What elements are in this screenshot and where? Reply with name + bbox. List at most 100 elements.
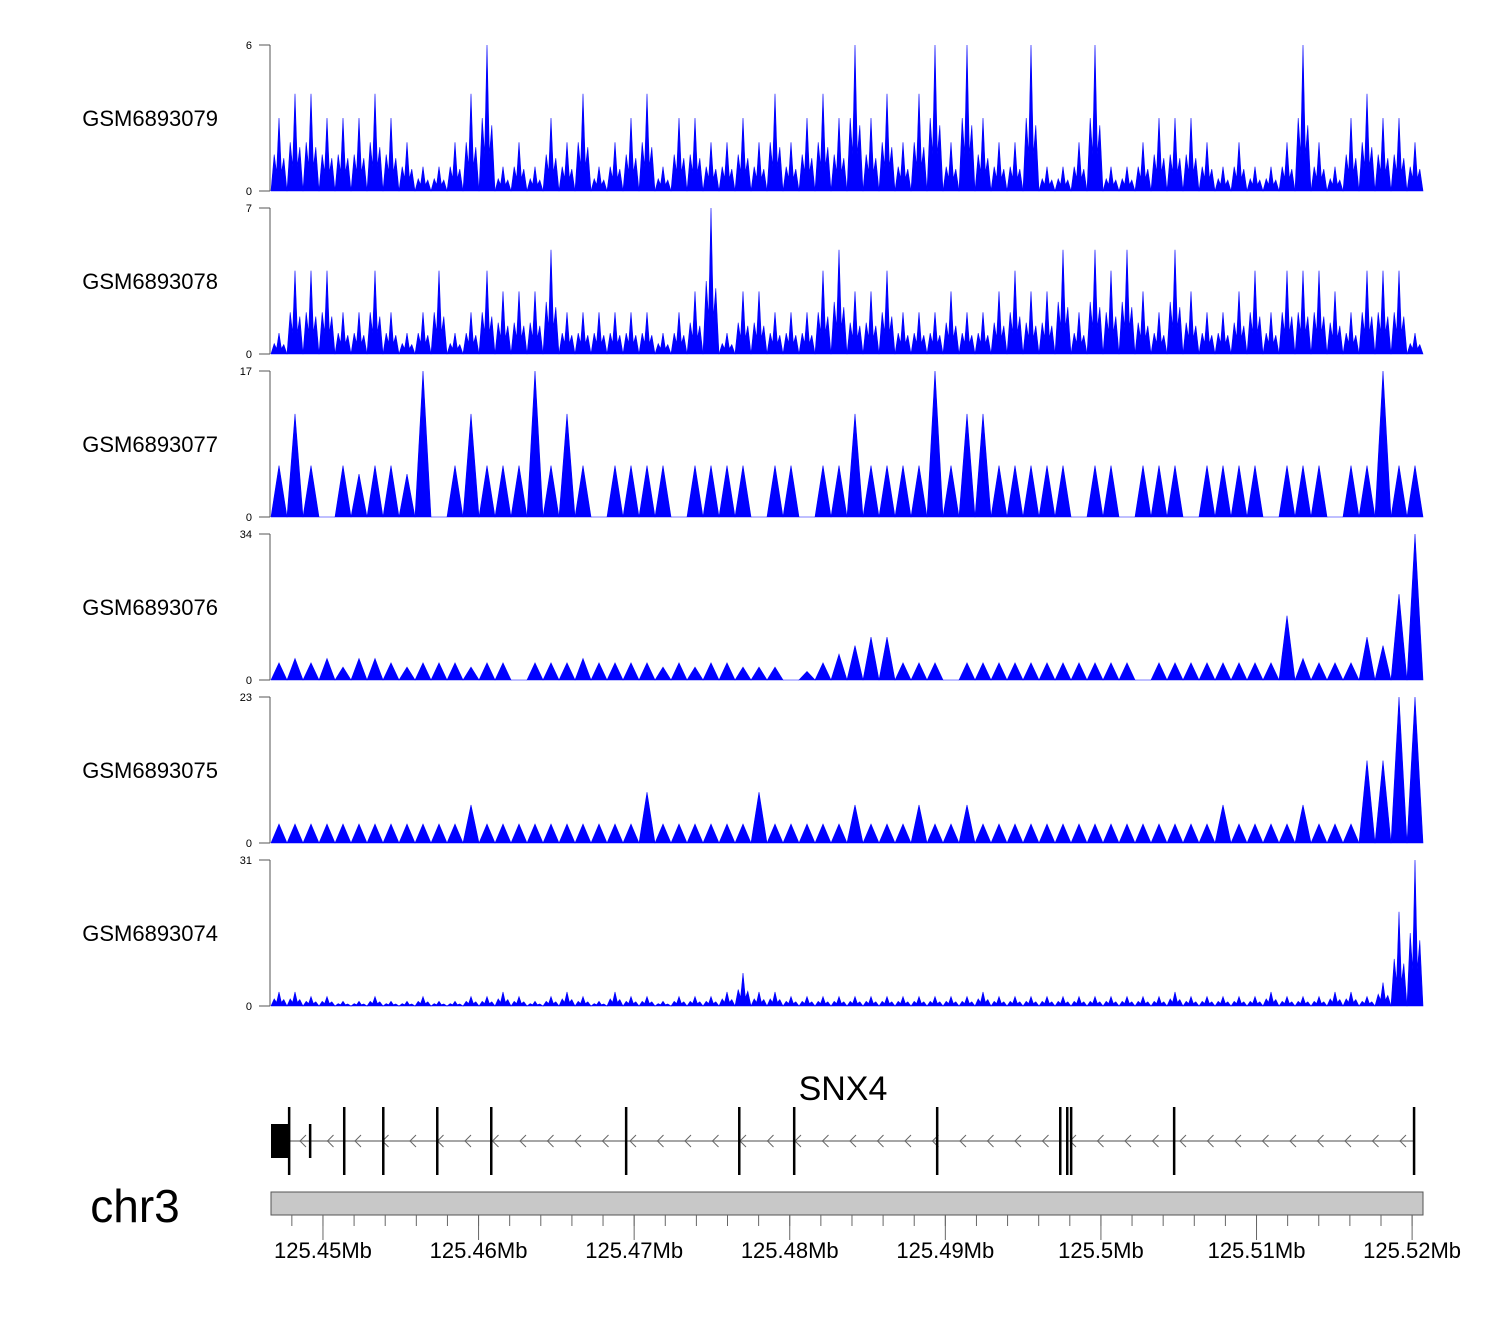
- signal-peak: [286, 270, 304, 355]
- signal-peak: [654, 333, 672, 355]
- signal-peak: [302, 465, 320, 518]
- signal-peak: [718, 142, 736, 192]
- signal-peak: [990, 995, 1008, 1007]
- y-max-label: 17: [240, 366, 252, 378]
- strand-arrow-icon: [1096, 1134, 1104, 1148]
- signal-peak: [1070, 995, 1088, 1007]
- signal-peak: [1086, 465, 1104, 518]
- signal-peak: [494, 991, 512, 1007]
- signal-peak: [1086, 249, 1104, 355]
- signal-peak: [1070, 312, 1088, 355]
- signal-peak: [478, 465, 496, 518]
- signal-peak: [1278, 465, 1296, 518]
- signal-peak: [1374, 760, 1392, 844]
- exon: [490, 1107, 493, 1175]
- signal-peak: [1198, 662, 1216, 681]
- utr-block: [271, 1124, 289, 1158]
- y-min-label: 0: [246, 349, 252, 361]
- signal-peak: [622, 662, 640, 681]
- signal-peak: [750, 142, 768, 192]
- signal-peak: [1038, 995, 1056, 1007]
- signal-peak: [910, 93, 928, 192]
- signal-peak: [1166, 991, 1184, 1007]
- signal-peak: [302, 995, 320, 1007]
- strand-arrow-icon: [326, 1134, 334, 1148]
- y-max-label: 34: [240, 529, 252, 541]
- signal-peak: [1358, 760, 1376, 844]
- signal-peak: [366, 270, 384, 355]
- y-max-label: 23: [240, 692, 252, 704]
- signal-peak: [830, 117, 848, 192]
- signal-peak: [462, 666, 480, 681]
- exon: [342, 1107, 346, 1175]
- signal-peak: [558, 662, 576, 681]
- signal-peak: [702, 207, 720, 355]
- signal-peak: [1278, 995, 1296, 1007]
- signal-peak: [494, 823, 512, 844]
- x-tick-label: 125.51Mb: [1208, 1238, 1306, 1263]
- signal-peak: [1342, 991, 1360, 1007]
- signal-peak: [1086, 823, 1104, 844]
- signal-peak: [382, 465, 400, 518]
- signal-peak: [766, 465, 784, 518]
- signal-peak: [670, 312, 688, 355]
- signal-peak: [686, 117, 704, 192]
- y-min-label: 0: [246, 838, 252, 850]
- signal-peak: [958, 662, 976, 681]
- signal-peak: [1038, 166, 1056, 192]
- signal-peak: [1166, 465, 1184, 518]
- signal-peak: [1134, 995, 1152, 1007]
- signal-peak: [1086, 662, 1104, 681]
- signal-peak: [542, 117, 560, 192]
- signal-peak: [414, 370, 432, 518]
- strand-arrow-icon: [1289, 1134, 1297, 1148]
- signal-peak: [398, 474, 416, 518]
- signal-peak: [814, 465, 832, 518]
- signal-peak: [1342, 312, 1360, 355]
- signal-peak: [526, 291, 544, 355]
- signal-peak: [382, 662, 400, 681]
- signal-peak: [990, 291, 1008, 355]
- signal-peak: [1038, 291, 1056, 355]
- signal-peak: [798, 670, 816, 681]
- signal-peak: [1294, 657, 1312, 681]
- signal-peak: [990, 823, 1008, 844]
- exon: [436, 1107, 439, 1175]
- signal-peak: [974, 991, 992, 1007]
- signal-peak: [782, 312, 800, 355]
- signal-peak: [894, 662, 912, 681]
- signal-peak: [1134, 142, 1152, 192]
- signal-peak: [766, 312, 784, 355]
- signal-peak: [1230, 662, 1248, 681]
- signal-peak: [1070, 142, 1088, 192]
- signal-peak: [302, 93, 320, 192]
- signal-peak: [894, 312, 912, 355]
- signal-peak: [974, 413, 992, 518]
- signal-peak: [702, 662, 720, 681]
- signal-peak: [1294, 270, 1312, 355]
- signal-peak: [1214, 662, 1232, 681]
- signal-peak: [1214, 804, 1232, 844]
- signal-peak: [1182, 823, 1200, 844]
- strand-arrow-icon: [1371, 1134, 1379, 1148]
- signal-peak: [366, 823, 384, 844]
- signal-peak: [1150, 995, 1168, 1007]
- signal-peak: [1102, 465, 1120, 518]
- signal-peak: [1102, 823, 1120, 844]
- signal-peak: [446, 142, 464, 192]
- signal-peak: [734, 465, 752, 518]
- signal-peak: [798, 117, 816, 192]
- signal-peak: [926, 370, 944, 518]
- signal-peak: [1230, 291, 1248, 355]
- signal-peak: [1246, 270, 1264, 355]
- strand-arrow-icon: [1124, 1134, 1132, 1148]
- signal-peak: [446, 465, 464, 518]
- signal-peak: [622, 995, 640, 1007]
- signal-peak: [1022, 465, 1040, 518]
- signal-peak: [1006, 142, 1024, 192]
- signal-peak: [1198, 142, 1216, 192]
- signal-peak: [270, 991, 288, 1007]
- strand-arrow-icon: [1014, 1134, 1022, 1148]
- signal-peak: [1006, 662, 1024, 681]
